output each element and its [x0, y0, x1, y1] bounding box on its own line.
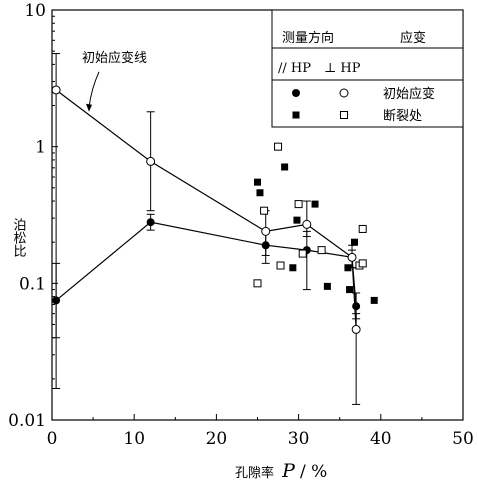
data-point-circle-filled	[146, 218, 155, 227]
data-point-square-open	[276, 261, 285, 270]
x-tick-label: 40	[370, 429, 392, 449]
data-point-square-open	[358, 224, 367, 233]
data-point-square-filled	[346, 286, 354, 294]
data-point-square-open	[298, 249, 307, 258]
x-axis-label-prefix: 孔隙率	[235, 465, 274, 481]
data-point-square-filled	[293, 216, 301, 224]
legend-marker-square-open	[340, 111, 348, 119]
legend-header-right: 应变	[400, 30, 426, 46]
series-line-circle-open	[55, 89, 357, 330]
data-point-square-filled	[370, 296, 378, 304]
data-point-square-filled	[254, 178, 261, 186]
x-tick-label: 20	[206, 429, 228, 449]
series-line-circle-filled	[55, 221, 357, 307]
data-point-circle-open	[351, 324, 361, 334]
data-point-circle-open	[261, 226, 271, 236]
data-point-circle-open	[51, 85, 61, 95]
legend-marker-circle-open	[339, 88, 349, 98]
data-point-circle-filled	[261, 241, 270, 250]
data-point-square-open	[358, 259, 367, 268]
y-tick-label: 1	[35, 138, 46, 158]
data-point-circle-filled	[52, 296, 61, 305]
data-point-circle-open	[146, 156, 156, 166]
data-point-square-filled	[289, 264, 297, 272]
legend-box	[271, 9, 464, 128]
legend-row2-label: 断裂处	[383, 109, 422, 124]
annotation-label: 初始应变线	[82, 50, 147, 66]
data-point-square-open	[260, 206, 269, 215]
plot-marks	[51, 53, 378, 405]
data-point-square-filled	[350, 238, 358, 246]
x-axis-label-unit: / %	[300, 462, 327, 482]
x-tick-label: 30	[288, 429, 310, 449]
data-point-square-open	[317, 246, 326, 255]
data-point-square-filled	[281, 163, 289, 171]
data-point-circle-open	[347, 252, 357, 262]
data-point-square-open	[253, 279, 262, 288]
data-point-circle-open	[302, 219, 312, 229]
annotation-arrow	[88, 71, 100, 108]
data-point-square-open	[294, 200, 303, 209]
data-point-square-filled	[323, 282, 331, 290]
y-axis-label: 泊松比	[11, 218, 27, 258]
legend-marker-square-filled	[292, 111, 300, 119]
axes: 0 10 20 30 40 50 0.01 0.1 1 10	[8, 1, 474, 449]
x-axis-label-symbol: P	[281, 460, 296, 482]
annotation-arrowhead	[85, 103, 92, 112]
x-axis-label: 孔隙率 P / %	[235, 460, 327, 482]
x-tick-label: 10	[123, 429, 145, 449]
legend-marker-circle-filled	[292, 89, 300, 97]
legend-row1-label: 初始应变	[383, 86, 435, 102]
data-point-circle-filled	[352, 302, 361, 311]
x-tick-label: 0	[47, 429, 58, 449]
legend-dir-parallel: // HP	[278, 61, 311, 76]
data-point-square-filled	[256, 189, 264, 197]
y-tick-label: 0.1	[19, 274, 46, 294]
legend-header-left: 测量方向	[282, 30, 334, 46]
data-point-square-filled	[311, 200, 319, 208]
y-tick-label: 10	[24, 1, 46, 21]
legend-dir-perp: ⊥ HP	[324, 61, 361, 76]
x-tick-label: 50	[452, 429, 474, 449]
y-tick-label: 0.01	[8, 411, 46, 431]
data-point-square-filled	[344, 264, 352, 272]
data-point-square-open	[274, 142, 283, 151]
